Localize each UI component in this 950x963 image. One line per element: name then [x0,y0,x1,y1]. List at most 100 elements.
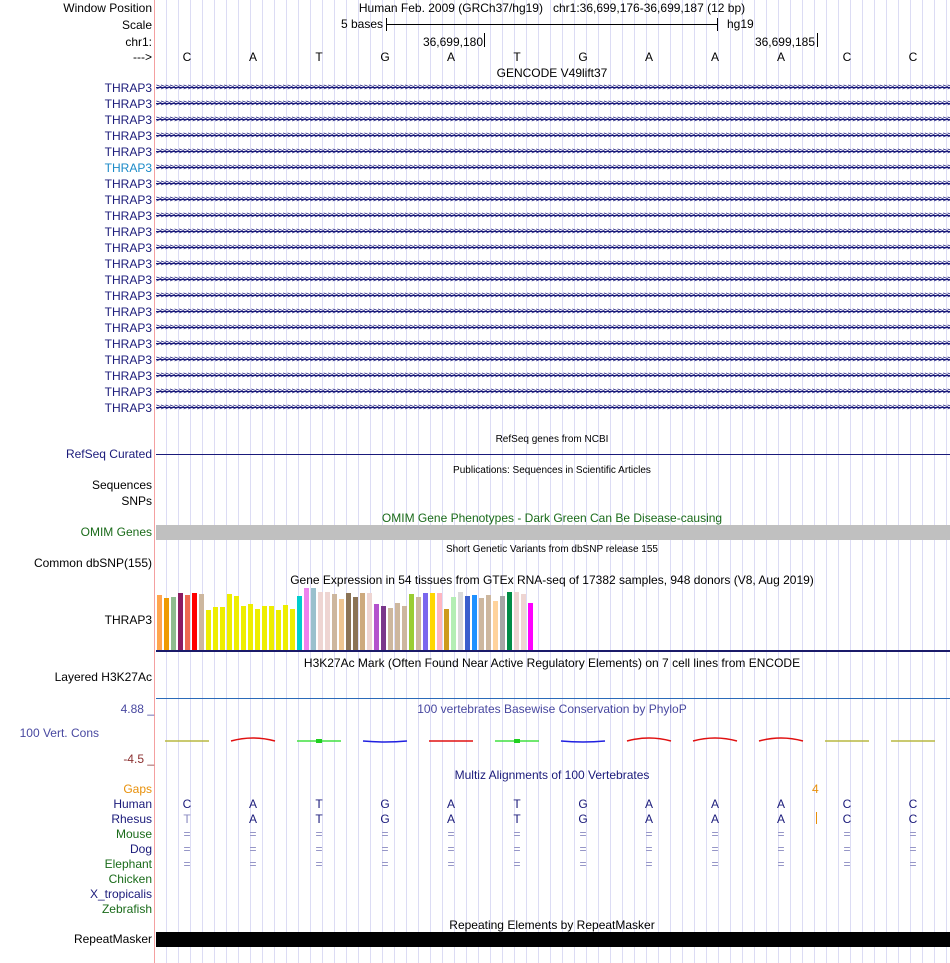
refseq-title[interactable]: RefSeq genes from NCBI [495,434,609,445]
species-label[interactable]: X_tropicalis [89,887,152,901]
gene-transcript[interactable]: >>>>>>>>>>>>>>>>>>>>>>>>>>>>>>>>>>>>>>>>… [156,80,950,96]
gtex-bar[interactable] [255,609,260,650]
gene-transcript[interactable]: >>>>>>>>>>>>>>>>>>>>>>>>>>>>>>>>>>>>>>>>… [156,256,950,272]
h3k27ac-label[interactable]: Layered H3K27Ac [54,670,152,684]
phylop-label[interactable]: 100 Vert. Cons [19,726,99,740]
gene-transcript[interactable]: >>>>>>>>>>>>>>>>>>>>>>>>>>>>>>>>>>>>>>>>… [156,304,950,320]
gtex-bar[interactable] [360,592,365,650]
gtex-bar[interactable] [227,593,232,650]
gtex-bar[interactable] [185,594,190,650]
gtex-bar[interactable] [514,592,519,650]
gene-label[interactable]: THRAP3 [104,305,152,319]
gtex-bar[interactable] [479,597,484,650]
gtex-bar[interactable] [171,596,176,650]
gtex-bar[interactable] [353,596,358,650]
snps-label[interactable]: SNPs [121,494,152,508]
gene-label[interactable]: THRAP3 [104,241,152,255]
gtex-bar[interactable] [206,610,211,650]
gtex-bar[interactable] [157,595,162,650]
gene-label[interactable]: THRAP3 [104,289,152,303]
gene-label[interactable]: THRAP3 [104,193,152,207]
gene-label[interactable]: THRAP3 [104,113,152,127]
gtex-bar[interactable] [381,605,386,650]
gene-transcript[interactable]: >>>>>>>>>>>>>>>>>>>>>>>>>>>>>>>>>>>>>>>>… [156,112,950,128]
gene-transcript[interactable]: >>>>>>>>>>>>>>>>>>>>>>>>>>>>>>>>>>>>>>>>… [156,384,950,400]
gtex-bar[interactable] [283,605,288,650]
gtex-bar[interactable] [493,600,498,650]
gtex-bar[interactable] [311,587,316,650]
gene-transcript[interactable]: >>>>>>>>>>>>>>>>>>>>>>>>>>>>>>>>>>>>>>>>… [156,288,950,304]
gtex-bar[interactable] [486,595,491,650]
refseq-label[interactable]: RefSeq Curated [65,447,152,461]
gtex-bar[interactable] [199,594,204,650]
gene-label[interactable]: THRAP3 [104,161,152,175]
species-label[interactable]: Mouse [115,827,152,841]
gtex-bar[interactable] [458,592,463,650]
gene-transcript[interactable]: >>>>>>>>>>>>>>>>>>>>>>>>>>>>>>>>>>>>>>>>… [156,128,950,144]
gene-transcript[interactable]: >>>>>>>>>>>>>>>>>>>>>>>>>>>>>>>>>>>>>>>>… [156,96,950,112]
sequences-label[interactable]: Sequences [91,478,152,492]
gtex-bar[interactable] [507,592,512,650]
gene-transcript[interactable]: >>>>>>>>>>>>>>>>>>>>>>>>>>>>>>>>>>>>>>>>… [156,240,950,256]
gtex-bar[interactable] [220,606,225,650]
gene-label[interactable]: THRAP3 [104,401,152,415]
gtex-label[interactable]: THRAP3 [104,613,152,627]
gene-label[interactable]: THRAP3 [104,385,152,399]
gtex-bar[interactable] [416,596,421,650]
dbsnp-title[interactable]: Short Genetic Variants from dbSNP releas… [446,544,658,555]
gene-transcript[interactable]: >>>>>>>>>>>>>>>>>>>>>>>>>>>>>>>>>>>>>>>>… [156,144,950,160]
repeatmasker-title[interactable]: Repeating Elements by RepeatMasker [449,918,655,932]
gtex-bar[interactable] [465,595,470,650]
species-label[interactable]: Rhesus [111,812,152,826]
species-label[interactable]: Chicken [108,872,152,886]
gene-transcript[interactable]: >>>>>>>>>>>>>>>>>>>>>>>>>>>>>>>>>>>>>>>>… [156,320,950,336]
gene-label[interactable]: THRAP3 [104,177,152,191]
gtex-title[interactable]: Gene Expression in 54 tissues from GTEx … [290,573,814,587]
gencode-title[interactable]: GENCODE V49lift37 [496,66,608,80]
gtex-bar[interactable] [262,605,267,650]
gene-transcript[interactable]: >>>>>>>>>>>>>>>>>>>>>>>>>>>>>>>>>>>>>>>>… [156,336,950,352]
gene-label[interactable]: THRAP3 [104,321,152,335]
gene-label[interactable]: THRAP3 [104,145,152,159]
gtex-bar[interactable] [395,603,400,650]
gtex-bar[interactable] [423,592,428,650]
species-label[interactable]: Human [113,797,152,811]
gtex-bar[interactable] [339,599,344,650]
repeatmasker-label[interactable]: RepeatMasker [73,932,152,946]
gene-transcript[interactable]: >>>>>>>>>>>>>>>>>>>>>>>>>>>>>>>>>>>>>>>>… [156,272,950,288]
gene-label[interactable]: THRAP3 [104,81,152,95]
omim-label[interactable]: OMIM Genes [80,525,152,539]
phylop-title[interactable]: 100 vertebrates Basewise Conservation by… [417,702,687,716]
gtex-bar[interactable] [388,608,393,650]
gtex-bar[interactable] [500,595,505,650]
gtex-bar[interactable] [325,592,330,650]
gene-label[interactable]: THRAP3 [104,97,152,111]
gtex-bar[interactable] [402,605,407,650]
gene-label[interactable]: THRAP3 [104,209,152,223]
gene-label[interactable]: THRAP3 [104,225,152,239]
gtex-bar[interactable] [367,592,372,650]
gene-transcript[interactable]: >>>>>>>>>>>>>>>>>>>>>>>>>>>>>>>>>>>>>>>>… [156,352,950,368]
gene-label[interactable]: THRAP3 [104,273,152,287]
publications-title[interactable]: Publications: Sequences in Scientific Ar… [453,465,651,476]
species-label[interactable]: Zebrafish [101,902,152,916]
gtex-bar[interactable] [409,593,414,650]
gtex-bar[interactable] [444,609,449,650]
gtex-bar[interactable] [234,595,239,650]
omim-title[interactable]: OMIM Gene Phenotypes - Dark Green Can Be… [381,511,723,525]
gene-transcript[interactable]: >>>>>>>>>>>>>>>>>>>>>>>>>>>>>>>>>>>>>>>>… [156,400,950,416]
omim-feature[interactable] [156,525,950,540]
gene-transcript[interactable]: >>>>>>>>>>>>>>>>>>>>>>>>>>>>>>>>>>>>>>>>… [156,224,950,240]
gene-transcript[interactable]: >>>>>>>>>>>>>>>>>>>>>>>>>>>>>>>>>>>>>>>>… [156,160,950,176]
gtex-bar[interactable] [374,604,379,650]
gene-label[interactable]: THRAP3 [104,369,152,383]
gtex-bar[interactable] [269,605,274,650]
h3k27ac-title[interactable]: H3K27Ac Mark (Often Found Near Active Re… [303,656,801,670]
gene-transcript[interactable]: >>>>>>>>>>>>>>>>>>>>>>>>>>>>>>>>>>>>>>>>… [156,208,950,224]
gaps-label[interactable]: Gaps [123,782,152,796]
gene-label[interactable]: THRAP3 [104,337,152,351]
gene-transcript[interactable]: >>>>>>>>>>>>>>>>>>>>>>>>>>>>>>>>>>>>>>>>… [156,368,950,384]
gene-transcript[interactable]: >>>>>>>>>>>>>>>>>>>>>>>>>>>>>>>>>>>>>>>>… [156,176,950,192]
gtex-bar[interactable] [304,587,309,650]
